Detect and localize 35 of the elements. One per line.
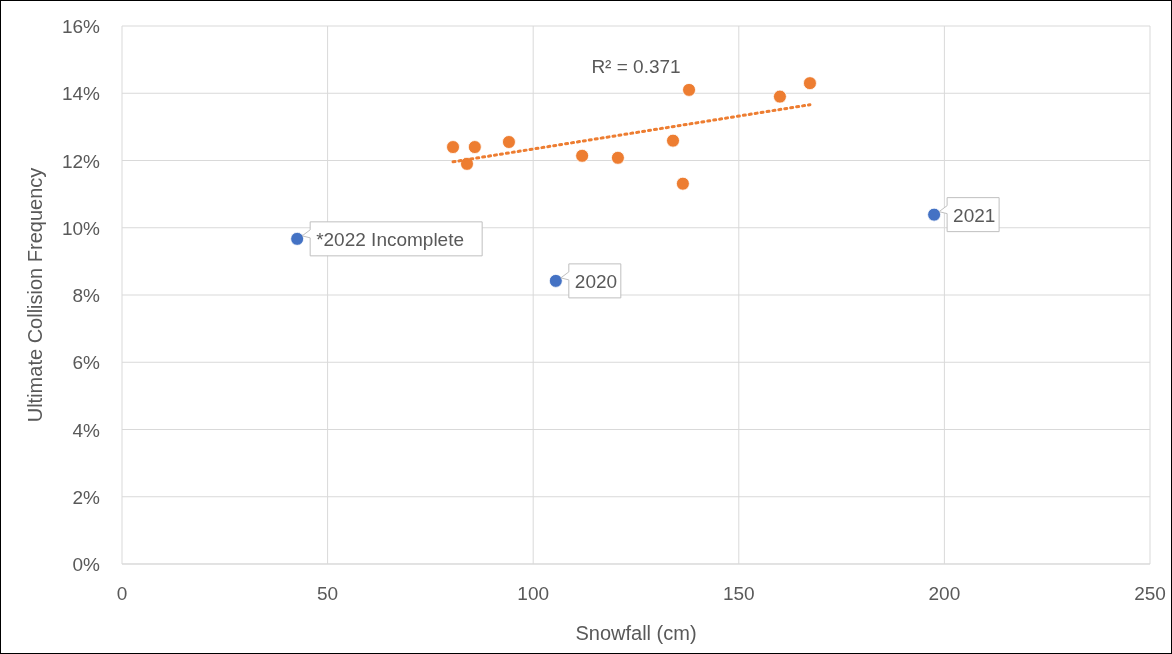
y-tick-label: 6% [72, 352, 101, 374]
y-tick-label: 16% [61, 16, 101, 37]
point [460, 156, 474, 171]
point [666, 133, 680, 148]
y-tick-label: 4% [72, 419, 101, 441]
y-tick-label: 0% [72, 554, 101, 575]
point [548, 273, 563, 288]
y-tick-label: 12% [61, 150, 101, 172]
annotation: *2022 Incomplete [316, 228, 465, 250]
point [803, 76, 817, 91]
point [446, 140, 460, 154]
point [773, 89, 787, 104]
x-tick-label: 50 [317, 583, 339, 604]
point [467, 140, 482, 154]
x-tick-label: 200 [928, 583, 961, 604]
y-tick-label: 14% [61, 83, 101, 105]
y-tick-label: 10% [61, 217, 101, 239]
y-axis-title: Ultimate Collision Frequency [24, 167, 46, 423]
x-tick-label: 0 [116, 583, 128, 604]
x-tick-label: 250 [1134, 583, 1166, 604]
point [611, 150, 625, 165]
point [290, 231, 305, 246]
point [927, 207, 942, 222]
point [682, 82, 696, 97]
x-tick-label: 150 [722, 583, 755, 604]
annotation: R² = 0.371 [591, 56, 681, 77]
annotation: 2020 [574, 270, 618, 292]
point [502, 135, 516, 149]
point [575, 148, 590, 163]
point [675, 176, 690, 191]
annotation: 2021 [953, 204, 996, 226]
y-tick-label: 2% [72, 486, 101, 508]
y-tick-label: 8% [72, 285, 101, 306]
x-axis-title: Snowfall (cm) [575, 622, 697, 644]
x-tick-label: 100 [517, 583, 550, 604]
